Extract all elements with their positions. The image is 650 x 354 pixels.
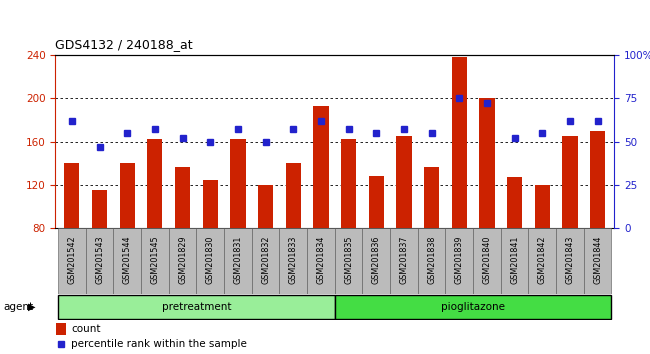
Text: GSM201542: GSM201542 [68,235,76,284]
Bar [507,177,522,228]
Bar [252,228,280,294]
Bar [57,324,66,335]
Bar [556,228,584,294]
Bar [590,131,605,228]
Bar [445,228,473,294]
Bar [285,163,301,228]
Text: pioglitazone: pioglitazone [441,302,505,312]
Text: percentile rank within the sample: percentile rank within the sample [71,339,247,349]
Bar [203,179,218,228]
Bar [369,176,384,228]
Bar [479,98,495,228]
Bar [280,228,307,294]
Text: GSM201544: GSM201544 [123,235,132,284]
Bar [175,166,190,228]
Text: GSM201832: GSM201832 [261,235,270,284]
Bar [141,228,169,294]
Bar [230,139,246,228]
Bar [363,228,390,294]
Text: agent: agent [3,302,33,312]
Text: GSM201839: GSM201839 [455,235,464,284]
Text: ▶: ▶ [28,302,36,312]
Text: GDS4132 / 240188_at: GDS4132 / 240188_at [55,38,193,51]
Bar [307,228,335,294]
Text: GSM201543: GSM201543 [95,235,104,284]
Bar [258,185,273,228]
Text: GSM201844: GSM201844 [593,235,602,284]
Bar [390,228,418,294]
Bar [535,185,550,228]
Text: GSM201836: GSM201836 [372,235,381,284]
Bar [396,136,411,228]
Bar [169,228,196,294]
Bar [64,163,79,228]
Bar [341,139,356,228]
Bar [418,228,445,294]
Bar [113,228,141,294]
Bar [452,57,467,228]
Bar [500,228,528,294]
Bar [562,136,578,228]
Bar [313,106,328,228]
Text: GSM201837: GSM201837 [400,235,408,284]
Bar [86,228,113,294]
Bar [120,163,135,228]
Text: pretreatment: pretreatment [162,302,231,312]
Text: GSM201834: GSM201834 [317,235,326,284]
Text: GSM201831: GSM201831 [233,235,242,284]
Text: count: count [71,324,100,334]
Bar [148,139,162,228]
Text: GSM201840: GSM201840 [482,235,491,284]
Text: GSM201842: GSM201842 [538,235,547,284]
Bar [528,228,556,294]
Bar [58,295,335,319]
Bar [335,228,363,294]
Bar [58,228,86,294]
Bar [196,228,224,294]
Bar [335,295,612,319]
Bar [584,228,612,294]
Text: GSM201833: GSM201833 [289,235,298,284]
Bar [473,228,500,294]
Bar [424,166,439,228]
Text: GSM201830: GSM201830 [205,235,214,284]
Text: GSM201838: GSM201838 [427,235,436,284]
Text: GSM201843: GSM201843 [566,235,575,284]
Text: GSM201835: GSM201835 [344,235,353,284]
Text: GSM201545: GSM201545 [150,235,159,284]
Bar [92,190,107,228]
Text: GSM201829: GSM201829 [178,235,187,284]
Bar [224,228,252,294]
Text: GSM201841: GSM201841 [510,235,519,284]
